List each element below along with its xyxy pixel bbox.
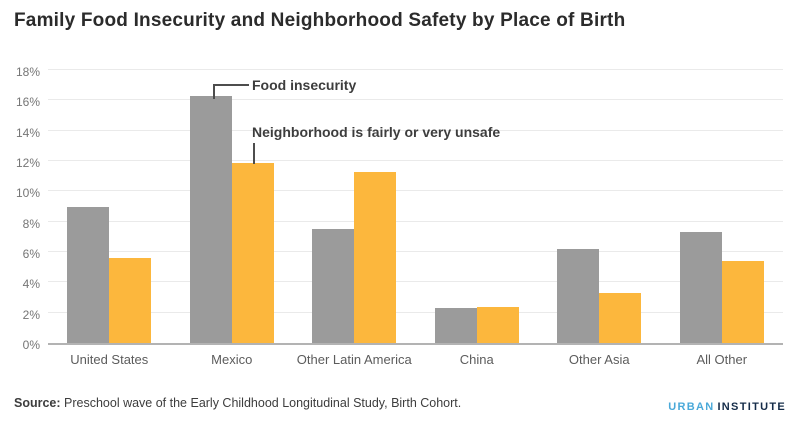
legend-label-food-insecurity: Food insecurity — [252, 77, 357, 93]
y-tick-label: 6% — [22, 247, 40, 261]
gridline — [48, 99, 783, 101]
gridline — [48, 311, 783, 313]
food-insecurity-callout-line-horizontal — [213, 84, 249, 86]
food-insecurity-callout-line-vertical — [213, 84, 215, 99]
bar-neighborhood-is — [476, 306, 519, 343]
y-tick-label: 10% — [15, 186, 40, 201]
gridline — [48, 220, 783, 222]
bar-neighborhood-is — [109, 258, 152, 343]
y-axis-labels: 0% 2% 4% 6% 8% 10% 12% 14% 16% 18% — [0, 65, 40, 352]
chart-title: Family Food Insecurity and Neighborhood … — [14, 10, 626, 31]
x-category-label: United States — [70, 352, 149, 367]
y-tick-label: 4% — [22, 277, 40, 292]
y-tick-label: 14% — [15, 125, 40, 140]
y-tick-label: 12% — [15, 156, 40, 170]
gridline — [48, 160, 783, 161]
source-label: Source: — [14, 396, 61, 410]
y-tick-label: 2% — [22, 307, 40, 322]
logo-urban-text: URBAN — [668, 401, 715, 413]
legend-label-neighborhood-unsafe: Neighborhood is fairly or very unsafe — [252, 124, 501, 140]
bar-neighborhood-is — [231, 162, 274, 343]
x-category-label: China — [459, 352, 494, 367]
x-category-label: Mexico — [211, 352, 253, 367]
y-tick-label: 8% — [22, 216, 40, 231]
y-tick-label: 16% — [15, 95, 40, 110]
neighborhood-callout-line-vertical — [253, 143, 255, 164]
x-category-label: All Other — [696, 352, 748, 367]
gridline — [48, 129, 783, 131]
gridline — [48, 281, 783, 283]
bar-food-insecurity — [434, 308, 477, 343]
bar-food-insecurity — [312, 229, 355, 343]
bar-neighborhood-is — [721, 261, 764, 343]
gridline — [48, 251, 783, 252]
x-category-label: Other Latin America — [296, 352, 412, 367]
x-category-label: Other Asia — [568, 352, 630, 367]
y-tick-label: 18% — [15, 65, 40, 79]
bar-food-insecurity — [557, 248, 600, 343]
urban-institute-logo: URBAN INSTITUTE — [668, 401, 786, 413]
bar-food-insecurity — [67, 206, 110, 343]
x-axis-labels: United States Mexico Other Latin America Ch… — [48, 352, 783, 370]
source-note: Source: Preschool wave of the Early Chil… — [14, 396, 461, 410]
bar-neighborhood-is — [354, 171, 397, 343]
source-text: Preschool wave of the Early Childhood Lo… — [60, 396, 462, 410]
bar-food-insecurity — [189, 95, 232, 343]
logo-institute-text: INSTITUTE — [717, 401, 786, 413]
bar-neighborhood-is — [599, 292, 642, 343]
bar-food-insecurity — [679, 232, 722, 343]
plot-area — [48, 69, 783, 345]
y-tick-label: 0% — [22, 338, 40, 352]
gridline — [48, 190, 783, 192]
gridline — [48, 69, 783, 70]
